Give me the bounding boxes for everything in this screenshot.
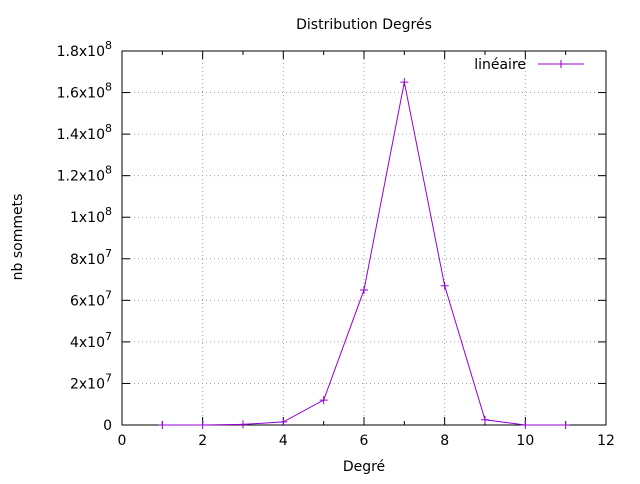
- x-tick-label: 2: [198, 433, 207, 449]
- y-tick-label: 0: [103, 418, 112, 434]
- y-tick-label: 1.2x108: [57, 164, 112, 185]
- data-point: [279, 417, 288, 426]
- x-tick-label: 0: [118, 433, 127, 449]
- data-point: [198, 421, 207, 429]
- legend-label-lineaire: linéaire: [474, 57, 526, 73]
- data-point: [521, 421, 530, 429]
- data-point: [239, 420, 247, 429]
- y-tick-label: 8x107: [70, 247, 112, 268]
- legend: linéaire: [474, 57, 584, 73]
- y-tick-label: 1x108: [70, 205, 112, 226]
- axis-ticks: 0 2 4 6 8 10 12 0 2x107 4x107 6x107 8x107 1x108 1.2x1…: [57, 39, 615, 449]
- x-tick-label: 6: [360, 433, 369, 449]
- y-tick-label: 6x107: [70, 288, 112, 309]
- data-point: [481, 415, 489, 424]
- data-point: [400, 78, 409, 87]
- series: [158, 78, 570, 429]
- x-tick-label: 12: [597, 433, 615, 449]
- data-point: [158, 421, 167, 429]
- data-point: [360, 285, 368, 294]
- data-point: [561, 421, 570, 429]
- data-point: [319, 396, 328, 405]
- series-line: [162, 82, 566, 426]
- legend-swatch-marker: [557, 60, 565, 68]
- y-tick-label: 1.4x108: [57, 122, 112, 143]
- y-tick-label: 1.8x108: [57, 39, 112, 60]
- y-tick-label: 4x107: [70, 330, 112, 351]
- y-tick-label: 2x107: [70, 371, 112, 392]
- x-axis-label: Degré: [343, 459, 385, 475]
- data-point: [440, 281, 449, 290]
- y-axis-label: nb sommets: [10, 194, 26, 281]
- y-tick-label: 1.6x108: [57, 81, 112, 102]
- x-tick-label: 10: [516, 433, 534, 449]
- x-tick-label: 8: [440, 433, 449, 449]
- x-tick-label: 4: [279, 433, 288, 449]
- grid: [122, 51, 606, 425]
- chart-title: Distribution Degrés: [296, 17, 432, 33]
